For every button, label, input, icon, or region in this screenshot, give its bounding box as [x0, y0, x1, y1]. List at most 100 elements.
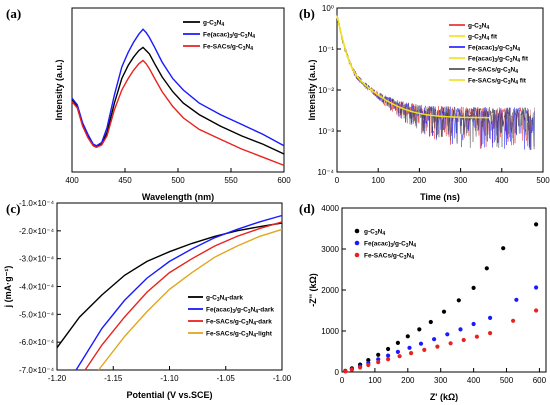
d-data-point-1: [534, 285, 539, 290]
a-x-axis-label: Wavelength (nm): [142, 192, 214, 202]
b-y-axis-label: Intensity (a.u.): [307, 59, 317, 120]
d-data-point-2: [376, 360, 381, 365]
d-data-point-0: [501, 246, 506, 251]
d-data-point-2: [461, 337, 466, 343]
d-data-point-2: [474, 334, 479, 339]
d-x-tick-label: 500: [500, 376, 514, 385]
c-y-tick-label: -1.0×10⁻⁴: [19, 199, 55, 208]
a-legend-label-1: Fe(acac)3/g-C3N4: [203, 32, 255, 41]
c-legend-label-2: Fe-SACs/g-C3N4-dark: [206, 319, 272, 328]
d-data-point-2: [488, 331, 493, 336]
b-y-tick-label: 10⁰: [322, 4, 334, 13]
d-y-tick-label: 2000: [321, 286, 339, 295]
a-series-line-2: [71, 59, 285, 167]
a-legend-label-2: Fe-SACs/g-C3N4: [203, 44, 253, 53]
panel-label-a: (a): [6, 6, 21, 21]
a-x-tick-label: 500: [171, 176, 185, 185]
d-y-tick-label: 4000: [321, 204, 339, 213]
d-data-point-0: [395, 340, 400, 345]
b-y-tick-label: 10⁻⁴: [317, 168, 334, 177]
c-y-tick-label: -6.0×10⁻⁴: [19, 338, 55, 347]
b-series-fit-1: [336, 15, 490, 119]
c-y-tick-label: -4.0×10⁻⁴: [19, 283, 55, 292]
d-x-tick-label: 100: [368, 376, 382, 385]
b-legend-label-4: Fe-SACs/g-C3N4: [468, 67, 518, 76]
b-x-tick-label: 100: [372, 176, 386, 185]
d-data-point-2: [386, 357, 391, 362]
b-y-tick-label: 10⁻³: [318, 127, 334, 136]
c-series-line-3: [98, 228, 283, 371]
c-legend-label-3: Fe-SACs/g-C3N4-light: [206, 331, 273, 340]
d-legend-marker-0: [354, 228, 360, 234]
b-y-tick-label: 10⁻¹: [318, 45, 334, 54]
d-data-point-1: [458, 327, 463, 332]
c-y-axis-label: j (mA·g⁻¹): [3, 266, 13, 309]
d-legend-marker-2: [354, 252, 360, 258]
d-data-point-2: [435, 344, 440, 349]
b-series-fit-5: [336, 15, 490, 119]
a-x-tick-label: 600: [277, 176, 291, 185]
d-x-tick-label: 200: [401, 376, 415, 385]
b-legend-label-5: Fe-SACs/g-C3N4 fit: [468, 78, 527, 87]
d-data-point-2: [358, 365, 363, 370]
d-y-tick-label: 0: [335, 368, 340, 377]
c-legend-label-0: g-C3N4-dark: [206, 295, 243, 304]
a-legend-label-0: g-C3N4: [203, 20, 224, 29]
d-y-axis-label: -Z'' (kΩ): [308, 273, 318, 307]
d-data-point-0: [441, 309, 447, 314]
d-legend-label-0: g-C3N4: [364, 229, 385, 238]
d-data-point-1: [376, 357, 381, 362]
c-x-tick-label: -1.10: [160, 374, 179, 383]
b-legend-label-3: Fe(acac)3/g-C3N4 fit: [468, 56, 529, 65]
d-data-point-2: [397, 354, 402, 359]
c-x-tick-label: -1.05: [217, 374, 236, 383]
a-y-axis-label: Intensity (a.u.): [54, 59, 64, 120]
panel-label-b: (b): [299, 6, 315, 21]
c-y-tick-label: -5.0×10⁻⁴: [19, 310, 55, 319]
c-x-axis-label: Potential (V vs.SCE): [126, 390, 212, 400]
c-x-tick-label: -1.00: [273, 374, 292, 383]
d-data-point-1: [418, 341, 424, 346]
d-data-point-0: [484, 266, 489, 271]
b-x-tick-label: 500: [536, 176, 550, 185]
d-data-point-0: [405, 334, 410, 339]
b-legend-label-2: Fe(acac)3/g-C3N4: [468, 45, 520, 54]
d-data-point-1: [395, 349, 400, 354]
d-data-point-2: [534, 308, 539, 313]
d-data-point-1: [488, 315, 493, 320]
c-y-tick-label: -7.0×10⁻⁴: [19, 366, 55, 375]
d-data-point-2: [349, 367, 354, 372]
d-data-point-2: [343, 369, 348, 374]
c-legend-label-1: Fe(acac)3/g-C3N4-dark: [206, 307, 274, 316]
d-data-point-0: [534, 222, 539, 227]
b-x-tick-label: 400: [495, 176, 509, 185]
d-data-point-0: [471, 285, 476, 290]
d-data-point-0: [417, 327, 422, 332]
panel-d-nyquist: 0 100 200 300 400 500 600 0 1000 2000 3000 4000 Z' (…: [308, 204, 547, 402]
d-legend-marker-1: [354, 240, 360, 246]
d-x-tick-label: 300: [434, 376, 448, 385]
c-x-tick-label: -1.15: [104, 374, 123, 383]
d-legend-label-2: Fe-SACs/g-C3N4: [364, 253, 414, 262]
d-x-tick-label: 400: [467, 376, 481, 385]
b-series-fit-3: [336, 15, 490, 119]
panel-b-decay: 0 100 200 300 400 500 10⁰ 10⁻¹ 10⁻² 10⁻³ 10⁻⁴ Time …: [307, 4, 550, 202]
d-data-point-2: [448, 341, 453, 346]
d-data-point-0: [456, 298, 461, 303]
c-series-line-0: [56, 222, 283, 349]
d-y-tick-label: 3000: [321, 245, 339, 254]
c-y-tick-label: -3.0×10⁻⁴: [19, 255, 55, 264]
d-data-point-2: [510, 318, 516, 323]
d-data-point-0: [386, 346, 391, 352]
panel-label-c: (c): [6, 201, 20, 216]
a-x-tick-label: 550: [224, 176, 238, 185]
b-x-tick-label: 300: [454, 176, 468, 185]
d-data-point-1: [471, 321, 476, 327]
d-data-point-1: [386, 353, 391, 358]
d-data-point-1: [445, 332, 450, 337]
b-legend-label-0: g-C3N4: [468, 23, 489, 32]
b-legend-label-1: g-C3N4 fit: [468, 34, 498, 43]
b-x-axis-label: Time (ns): [420, 192, 460, 202]
d-legend-label-1: Fe(acac)3/g-C3N4: [364, 241, 416, 250]
